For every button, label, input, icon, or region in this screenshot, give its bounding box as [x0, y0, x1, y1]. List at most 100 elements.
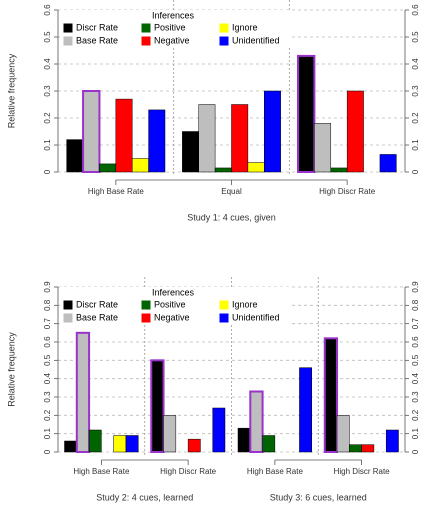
y-axis-title: Relative frequency [6, 332, 16, 407]
legend-swatch [63, 36, 73, 46]
bar [88, 429, 102, 453]
y-tick-label-right: 0 [411, 169, 420, 174]
bar [187, 438, 201, 453]
x-tick-label: High Base Rate [88, 187, 145, 196]
bar [64, 440, 78, 453]
legend-box [60, 287, 290, 325]
legend-swatch [219, 313, 229, 323]
y-tick-label: 0.9 [43, 281, 52, 293]
legend-swatch [219, 36, 229, 46]
bar [297, 54, 316, 173]
y-axis-title: Relative frequency [6, 53, 16, 128]
x-axis-title: Study 3: 6 cues, learned [270, 492, 367, 502]
bar [379, 154, 397, 173]
legend-title: Inferences [152, 10, 195, 20]
y-tick-label-right: 0.8 [411, 299, 420, 311]
bar [75, 331, 91, 454]
legend-swatch [141, 313, 151, 323]
legend-label: Negative [154, 312, 190, 322]
bar [323, 337, 339, 454]
bar [346, 90, 364, 173]
bar [314, 123, 332, 173]
x-tick-label: High Discr Rate [334, 467, 391, 476]
legend-swatch [219, 23, 229, 33]
x-tick-label: High Discr Rate [319, 187, 376, 196]
y-tick-label-right: 0.1 [411, 428, 420, 440]
x-axis-title: Study 2: 4 cues, learned [96, 492, 193, 502]
y-tick-label-right: 0.6 [411, 4, 420, 16]
y-tick-label-right: 0 [411, 449, 420, 454]
y-tick-label: 0.5 [43, 31, 52, 43]
bar [262, 435, 276, 453]
bar [231, 104, 249, 173]
y-tick-label: 0.6 [43, 336, 52, 348]
bar [349, 444, 362, 453]
bar [249, 390, 264, 453]
y-tick-label-right: 0.1 [411, 139, 420, 151]
bar [330, 167, 348, 173]
legend-label: Ignore [232, 22, 258, 32]
y-tick-label: 0.2 [43, 112, 52, 124]
bar [148, 109, 166, 173]
bar [336, 415, 350, 453]
legend-title: Inferences [152, 287, 195, 297]
y-tick-label: 0.6 [43, 4, 52, 16]
bar [99, 163, 117, 173]
bar [113, 435, 127, 453]
y-tick-label-right: 0.5 [411, 31, 420, 43]
bar [385, 429, 399, 453]
y-tick-label: 0 [43, 449, 52, 454]
bar [66, 139, 84, 173]
bar [198, 104, 216, 173]
y-tick-label: 0.7 [43, 318, 52, 330]
legend-swatch [141, 36, 151, 46]
legend-label: Positive [154, 299, 186, 309]
y-tick-label: 0.3 [43, 85, 52, 97]
y-tick-label: 0.1 [43, 139, 52, 151]
bar [131, 158, 149, 173]
y-tick-label-right: 0.4 [411, 58, 420, 70]
bar [214, 167, 232, 173]
y-tick-label: 0.8 [43, 299, 52, 311]
bar [237, 427, 251, 453]
y-tick-label: 0.4 [43, 58, 52, 70]
legend-box [60, 10, 290, 48]
y-tick-label-right: 0.6 [411, 336, 420, 348]
x-tick-label: High Discr Rate [160, 467, 217, 476]
y-tick-label-right: 0.7 [411, 318, 420, 330]
y-tick-label: 0.4 [43, 373, 52, 385]
x-tick-label: High Base Rate [73, 467, 130, 476]
legend-label: Unidentified [232, 35, 280, 45]
legend-swatch [141, 300, 151, 310]
legend-swatch [63, 300, 73, 310]
x-tick-label: Equal [221, 187, 242, 196]
bar [299, 367, 312, 453]
bar [82, 90, 101, 173]
y-tick-label-right: 0.4 [411, 373, 420, 385]
y-tick-label: 0.1 [43, 428, 52, 440]
x-tick-label: High Base Rate [247, 467, 304, 476]
bar [264, 90, 281, 173]
bar [247, 162, 265, 173]
y-tick-label-right: 0.2 [411, 112, 420, 124]
y-tick-label: 0 [43, 169, 52, 174]
legend-swatch [219, 300, 229, 310]
legend-label: Base Rate [76, 312, 118, 322]
legend-label: Base Rate [76, 35, 118, 45]
y-tick-label-right: 0.9 [411, 281, 420, 293]
legend-label: Negative [154, 35, 190, 45]
legend-label: Discr Rate [76, 22, 118, 32]
bar [361, 444, 375, 453]
x-axis-title: Study 1: 4 cues, given [187, 212, 276, 222]
bar [212, 407, 226, 453]
y-tick-label: 0.3 [43, 391, 52, 403]
legend-swatch [63, 23, 73, 33]
legend-swatch [63, 313, 73, 323]
bar [150, 359, 165, 454]
bar [163, 415, 177, 453]
y-tick-label-right: 0.2 [411, 409, 420, 421]
legend-label: Positive [154, 22, 186, 32]
bar [182, 131, 199, 173]
bar [125, 435, 139, 453]
